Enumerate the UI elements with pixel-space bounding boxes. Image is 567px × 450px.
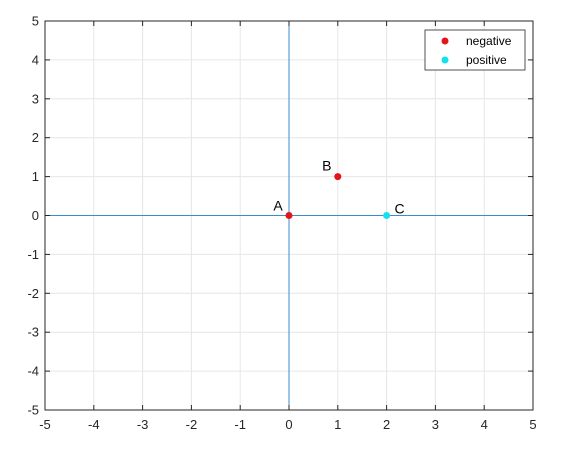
data-point-a [285, 212, 293, 219]
x-tick-label: 3 [432, 417, 439, 432]
point-label-c: C [395, 201, 405, 217]
y-tick-label: 5 [32, 14, 39, 29]
x-tick-label: 1 [334, 417, 341, 432]
point-label-b: B [322, 158, 331, 174]
y-tick-label: -5 [27, 403, 39, 418]
x-tick-label: 5 [529, 417, 536, 432]
x-tick-label: -5 [39, 417, 51, 432]
x-tick-label: 2 [383, 417, 390, 432]
x-tick-label: 4 [481, 417, 488, 432]
x-tick-label: -4 [88, 417, 100, 432]
legend-marker [441, 56, 449, 64]
legend-box [424, 29, 526, 71]
data-point-b [334, 173, 342, 181]
data-point-c [383, 212, 391, 219]
y-tick-label: 3 [32, 91, 39, 106]
point-label-a: A [273, 198, 283, 214]
y-tick-label: 4 [32, 52, 39, 67]
legend: negative positive [424, 29, 526, 71]
y-tick-label: -1 [27, 247, 39, 262]
x-tick-label: -2 [186, 417, 198, 432]
legend-label: negative [466, 34, 512, 48]
y-tick-label: -4 [27, 364, 39, 379]
x-tick-label: 0 [285, 417, 292, 432]
axis-ticks [44, 20, 534, 411]
y-tick-label: -3 [27, 325, 39, 340]
y-tick-labels: -5 -4 -3 -2 -1 0 1 2 3 4 5 [27, 14, 39, 418]
legend-marker [441, 37, 449, 45]
x-tick-label: -3 [137, 417, 149, 432]
x-tick-label: -1 [234, 417, 246, 432]
data-points: A B C [273, 158, 405, 219]
x-tick-labels: -5 -4 -3 -2 -1 0 1 2 3 4 5 [39, 417, 536, 432]
y-tick-label: 0 [32, 208, 39, 223]
y-tick-label: 2 [32, 130, 39, 145]
y-tick-label: 1 [32, 169, 39, 184]
legend-label: positive [466, 53, 507, 67]
y-tick-label: -2 [27, 286, 39, 301]
